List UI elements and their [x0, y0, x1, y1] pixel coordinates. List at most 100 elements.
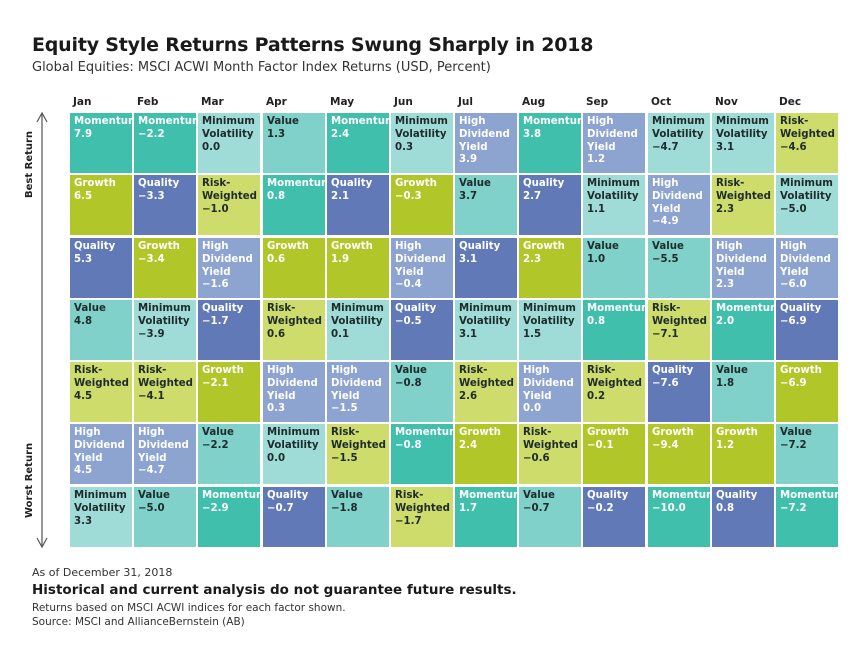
factor-return-value: −5.0	[780, 203, 807, 215]
factor-name: Quality	[395, 303, 437, 314]
factor-name: Minimum Volatility	[74, 490, 127, 514]
factor-name: Risk- Weighted	[652, 303, 707, 327]
month-label-oct: Oct	[651, 96, 672, 108]
factor-name: Momentum	[267, 178, 325, 189]
footer: As of December 31, 2018 Historical and c…	[32, 566, 517, 629]
factor-name: Growth	[716, 427, 758, 438]
factor-return-value: −0.2	[587, 502, 614, 514]
factor-cell: Growth −2.1	[198, 362, 260, 422]
factor-return-value: −0.4	[395, 279, 422, 291]
factor-cell: Quality 5.3	[70, 238, 132, 298]
factor-return-value: −7.6	[652, 377, 679, 389]
disclaimer: Historical and current analysis do not g…	[32, 582, 517, 598]
factor-return-value: 0.0	[267, 452, 286, 464]
factor-return-value: −2.2	[138, 128, 165, 140]
factor-cell: Quality 2.1	[327, 175, 389, 235]
factor-return-value: 1.9	[331, 253, 350, 265]
factor-cell: Growth −6.9	[776, 362, 838, 422]
factor-cell: High Dividend Yield 0.0	[519, 362, 581, 422]
factor-name: Value	[267, 116, 299, 127]
factor-cell: Risk- Weighted −7.1	[648, 300, 710, 360]
factor-return-value: 0.0	[202, 141, 221, 153]
worst-return-label: Worst Return	[24, 442, 35, 518]
factor-cell: Minimum Volatility 3.3	[70, 487, 132, 547]
factor-return-value: −6.9	[780, 315, 807, 327]
month-label-aug: Aug	[522, 96, 546, 108]
factor-name: High Dividend Yield	[395, 241, 446, 278]
factor-name: Quality	[652, 365, 694, 376]
best-return-label: Best Return	[24, 130, 35, 198]
factor-name: Momentum	[587, 303, 645, 314]
factor-name: Value	[395, 365, 427, 376]
factor-name: Minimum Volatility	[395, 116, 448, 140]
factor-return-value: −0.5	[395, 315, 422, 327]
factor-return-value: 1.0	[587, 253, 606, 265]
factor-return-value: 2.6	[459, 390, 478, 402]
factor-name: High Dividend Yield	[523, 365, 574, 402]
factor-cell: High Dividend Yield −6.0	[776, 238, 838, 298]
factor-return-value: 0.2	[587, 390, 606, 402]
factor-name: Quality	[267, 490, 309, 501]
factor-name: Minimum Volatility	[138, 303, 191, 327]
factor-name: Momentum	[138, 116, 196, 127]
factor-cell: Risk- Weighted 4.5	[70, 362, 132, 422]
factor-cell: Risk- Weighted 0.2	[583, 362, 645, 422]
factor-name: Momentum	[202, 490, 260, 501]
month-label-jan: Jan	[73, 96, 92, 108]
chart-title: Equity Style Returns Patterns Swung Shar…	[32, 34, 594, 56]
factor-cell: Risk- Weighted −1.5	[327, 424, 389, 484]
factor-name: Quality	[716, 490, 758, 501]
factor-cell: Minimum Volatility −3.9	[134, 300, 196, 360]
factor-return-value: 1.2	[587, 154, 606, 166]
factor-cell: Value 1.0	[583, 238, 645, 298]
factor-cell: Momentum0.8	[583, 300, 645, 360]
factor-return-value: −0.8	[395, 377, 422, 389]
factor-cell: Value −5.5	[648, 238, 710, 298]
factor-cell: Minimum Volatility 3.1	[712, 113, 774, 173]
factor-return-value: −0.7	[523, 502, 550, 514]
factor-cell: Value −7.2	[776, 424, 838, 484]
factor-cell: Quality −0.5	[391, 300, 453, 360]
factor-name: Minimum Volatility	[652, 116, 705, 140]
factor-name: Value	[587, 241, 619, 252]
factor-name: Momentum	[780, 490, 838, 501]
factor-cell: High Dividend Yield 3.9	[455, 113, 517, 173]
factor-return-value: −1.5	[331, 403, 358, 415]
factor-return-value: −0.1	[587, 439, 614, 451]
factor-return-value: −3.4	[138, 253, 165, 265]
factor-cell: Growth 2.4	[455, 424, 517, 484]
factor-return-value: 0.3	[395, 141, 414, 153]
month-label-dec: Dec	[779, 96, 802, 108]
factor-name: Minimum Volatility	[267, 427, 320, 451]
factor-return-value: −5.0	[138, 502, 165, 514]
factor-name: Risk- Weighted	[716, 178, 771, 202]
factor-return-value: −3.3	[138, 190, 165, 202]
factor-cell: Momentum3.8	[519, 113, 581, 173]
factor-name: Value	[652, 241, 684, 252]
rank-axis: Best Return Worst Return	[24, 110, 62, 550]
factor-name: Minimum Volatility	[331, 303, 384, 327]
factor-name: Growth	[331, 241, 373, 252]
factor-cell: Minimum Volatility 1.5	[519, 300, 581, 360]
factor-return-value: −6.9	[780, 377, 807, 389]
factor-cell: Growth −0.3	[391, 175, 453, 235]
factor-cell: Growth −3.4	[134, 238, 196, 298]
month-label-apr: Apr	[266, 96, 287, 108]
factor-return-value: 0.8	[267, 190, 286, 202]
factor-return-value: −6.0	[780, 279, 807, 291]
note: Returns based on MSCI ACWI indices for e…	[32, 602, 346, 614]
month-label-may: May	[330, 96, 355, 108]
factor-cell: Minimum Volatility −5.0	[776, 175, 838, 235]
factor-return-value: 4.8	[74, 315, 93, 327]
factor-return-value: 1.7	[459, 502, 478, 514]
factor-return-value: 2.7	[523, 190, 542, 202]
factor-name: Minimum Volatility	[716, 116, 769, 140]
factor-return-value: −4.9	[652, 216, 679, 228]
factor-cell: High Dividend Yield −0.4	[391, 238, 453, 298]
factor-return-value: 0.8	[716, 502, 735, 514]
factor-cell: Growth 1.2	[712, 424, 774, 484]
factor-return-value: −3.9	[138, 328, 165, 340]
factor-cell: High Dividend Yield 2.3	[712, 238, 774, 298]
factor-name: Value	[459, 178, 491, 189]
factor-name: High Dividend Yield	[202, 241, 253, 278]
